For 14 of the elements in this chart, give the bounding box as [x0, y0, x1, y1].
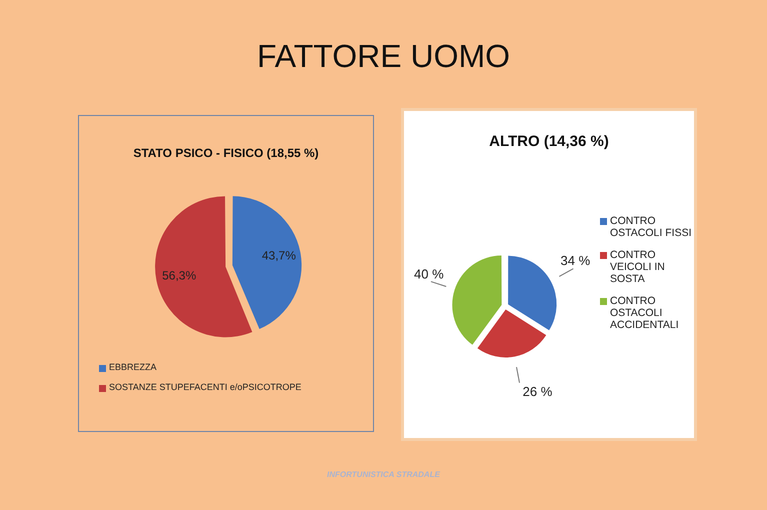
data-label: 26 %: [522, 384, 553, 400]
data-label: 40 %: [414, 266, 444, 282]
legend-label: CONTRO OSTACOLI FISSI: [610, 215, 692, 239]
chart-title: ALTRO (14,36 %): [488, 133, 610, 150]
text: FATTORE UOMO: [256, 38, 512, 75]
data-label: 34 %: [560, 253, 591, 268]
legend-label: CONTRO OSTACOLI ACCIDENTALI: [610, 295, 680, 331]
data-label: 56,3%: [162, 268, 196, 282]
legend-label: EBBREZZA: [109, 362, 157, 372]
chart-title: STATO PSICO - FISICO (18,55 %): [132, 146, 320, 160]
legend-label: SOSTANZE STUPEFACENTI e/oPSICOTROPE: [109, 382, 302, 392]
legend-label: CONTRO VEICOLI IN SOSTA: [610, 249, 666, 285]
data-label: 43,7%: [262, 248, 296, 262]
text: INFORTUNISTICA STRADALE: [326, 470, 442, 479]
